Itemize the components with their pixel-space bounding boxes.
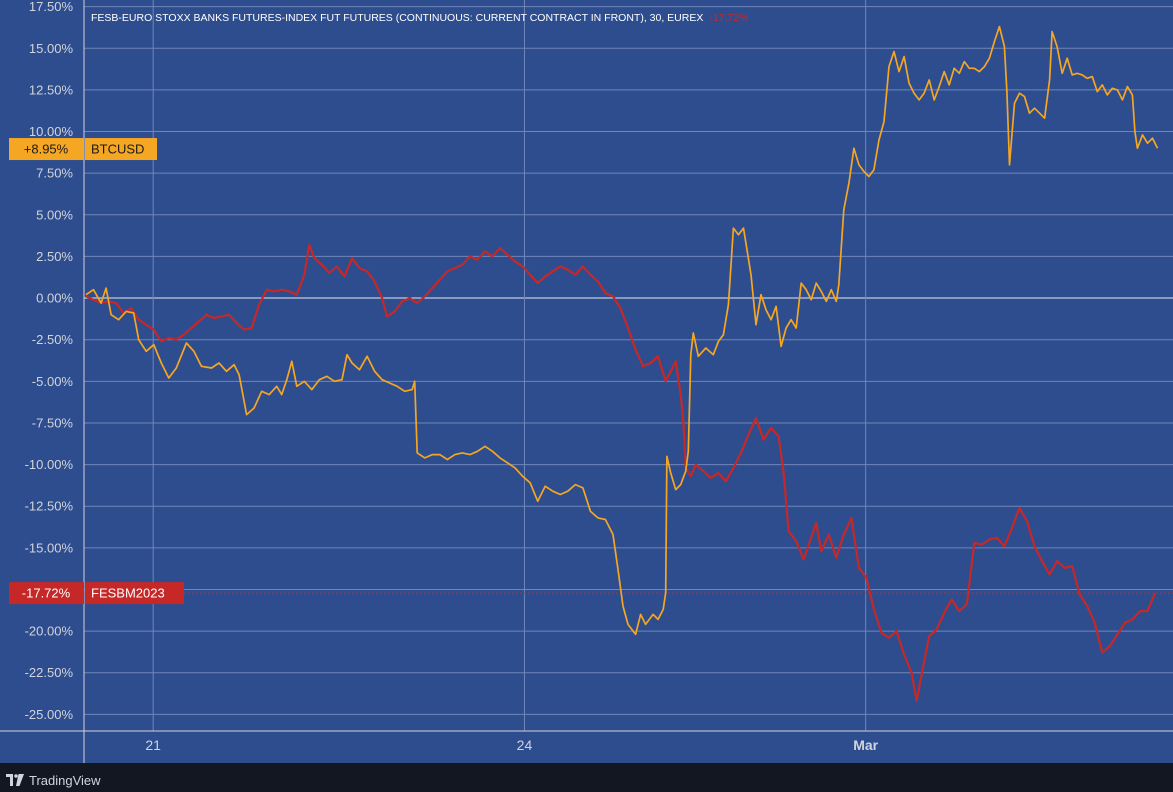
- y-tick-label: -20.00%: [25, 624, 74, 639]
- badge-fesbm2023: -17.72% FESBM2023: [9, 582, 184, 605]
- series-line-btcusd: [85, 25, 1159, 636]
- y-tick-label: -5.00%: [32, 374, 74, 389]
- chart-title-text: FESB-EURO STOXX BANKS FUTURES-INDEX FUT …: [91, 12, 703, 24]
- tradingview-watermark-text: TradingView: [29, 772, 101, 788]
- badge-value-bg: [9, 138, 84, 161]
- y-tick-labels: 17.50% 15.00% 12.50% 10.00% 7.50% 5.00% 2.50% 0…: [25, 0, 74, 722]
- y-tick-label: 12.50%: [29, 82, 74, 97]
- y-tick-label: 15.00%: [29, 41, 74, 56]
- y-tick-label: 5.00%: [36, 207, 73, 222]
- badge-name-bg: [85, 582, 184, 605]
- chart-title: FESB-EURO STOXX BANKS FUTURES-INDEX FUT …: [91, 12, 748, 24]
- y-tick-label: -12.50%: [25, 499, 74, 514]
- series-badges: +8.95% BTCUSD -17.72% FESBM2023: [9, 138, 184, 605]
- y-tick-label: 7.50%: [36, 166, 73, 181]
- y-tick-label: 17.50%: [29, 0, 74, 14]
- y-axis-panel: [0, 0, 84, 731]
- y-tick-label: -15.00%: [25, 540, 74, 555]
- grid: [84, 0, 1173, 731]
- y-tick-label: 2.50%: [36, 249, 73, 264]
- y-tick-label: -7.50%: [32, 415, 74, 430]
- chart-title-value: -17.72%: [709, 12, 748, 24]
- badge-series-name: FESBM2023: [91, 586, 165, 601]
- tradingview-watermark[interactable]: TradingView: [6, 771, 101, 789]
- y-tick-label: -10.00%: [25, 457, 74, 472]
- x-tick-labels: 2124Mar615:001315:002015:0027: [145, 737, 878, 753]
- badge-value: +8.95%: [24, 142, 69, 157]
- badge-btcusd: +8.95% BTCUSD: [9, 138, 157, 161]
- y-tick-label: -25.00%: [25, 707, 74, 722]
- y-tick-label: 0.00%: [36, 291, 73, 306]
- badge-value: -17.72%: [22, 586, 71, 601]
- y-tick-label: -2.50%: [32, 332, 74, 347]
- x-tick-label: 21: [145, 737, 161, 753]
- x-axis-panel: [0, 731, 1173, 763]
- series-layer: [85, 25, 1159, 703]
- tradingview-logo-icon: [6, 774, 24, 786]
- x-tick-label: Mar: [853, 737, 878, 753]
- y-tick-label: -22.50%: [25, 665, 74, 680]
- y-tick-label: 10.00%: [29, 124, 74, 139]
- plot-area: [84, 0, 1173, 731]
- badge-series-name: BTCUSD: [91, 142, 144, 157]
- x-tick-label: 24: [517, 737, 533, 753]
- badge-value-bg: [9, 582, 84, 605]
- series-line-fesbm2023: [85, 243, 1157, 703]
- badge-name-bg: [85, 138, 157, 161]
